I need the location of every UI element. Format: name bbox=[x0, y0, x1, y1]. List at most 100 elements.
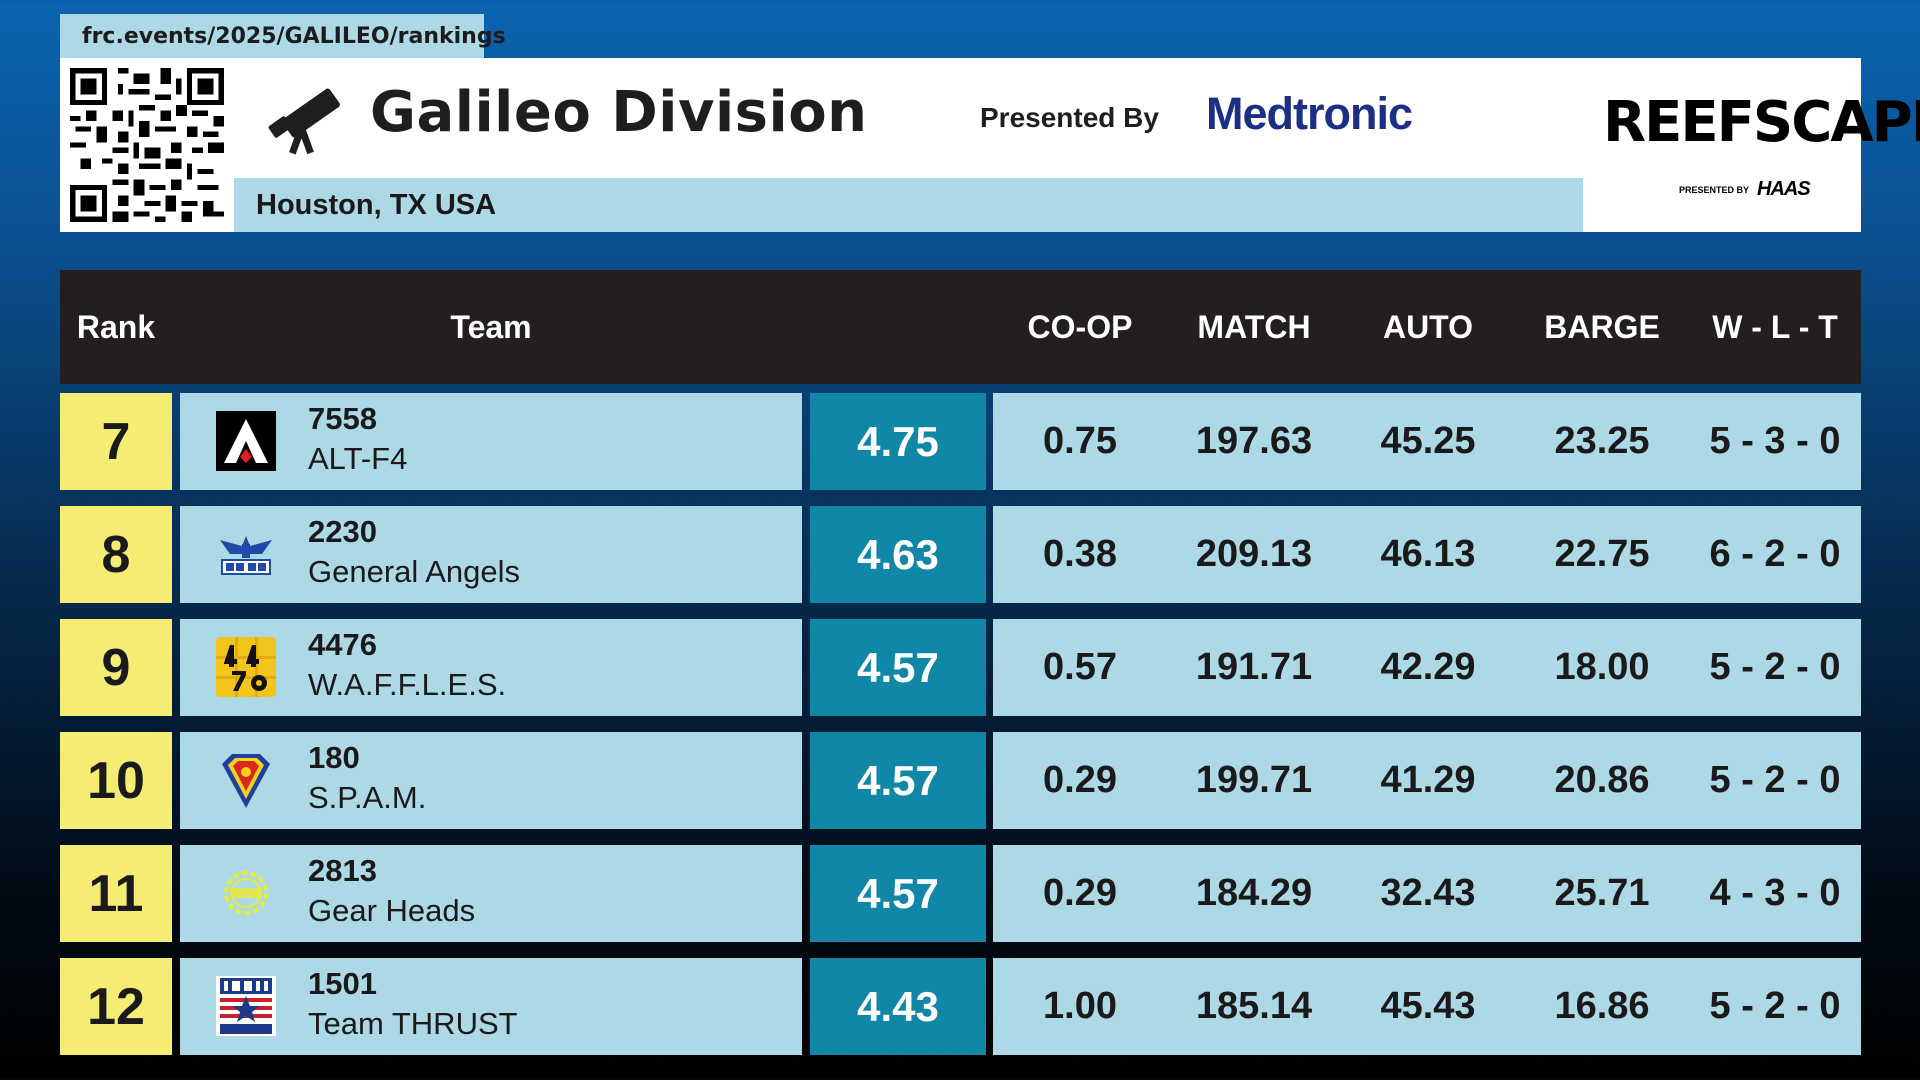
stats-cell: 0.29 184.29 32.43 25.71 4 - 3 - 0 bbox=[993, 845, 1861, 942]
rank-cell: 10 bbox=[60, 732, 172, 829]
table-row: 12 1501 Team THRUST 4.43 1.00 185.14 45.… bbox=[60, 958, 1861, 1055]
column-auto: AUTO bbox=[1382, 308, 1474, 345]
coop-value: 0.29 bbox=[1043, 872, 1117, 914]
spam-logo-icon bbox=[222, 754, 270, 808]
barge-value: 25.71 bbox=[1554, 872, 1650, 914]
team-number: 2813 bbox=[308, 853, 377, 888]
waffles-logo-icon bbox=[216, 637, 276, 697]
barge-value: 20.86 bbox=[1554, 759, 1650, 801]
thrust-logo-icon bbox=[216, 976, 276, 1036]
team-cell: 2813 Gear Heads bbox=[180, 845, 802, 942]
sponsor-logo: Medtronic bbox=[1206, 88, 1413, 139]
altf4-logo-icon bbox=[216, 411, 276, 471]
rank-cell: 11 bbox=[60, 845, 172, 942]
stats-cell: 0.38 209.13 46.13 22.75 6 - 2 - 0 bbox=[993, 506, 1861, 603]
team-name: S.P.A.M. bbox=[308, 780, 427, 815]
game-name: REEFSCAPE bbox=[1603, 90, 1920, 155]
haas-logo: HAAS bbox=[1757, 178, 1811, 200]
team-number: 4476 bbox=[308, 627, 377, 662]
barge-value: 18.00 bbox=[1554, 646, 1650, 688]
team-name: Gear Heads bbox=[308, 893, 476, 928]
auto-value: 45.43 bbox=[1380, 985, 1476, 1027]
team-name: General Angels bbox=[308, 554, 520, 589]
column-barge: BARGE bbox=[1544, 308, 1660, 345]
general-angels-logo-icon bbox=[220, 536, 272, 575]
table-row: 9 4476 W.A.F.F.L.E.S. 4.57 0.57 191.71 4… bbox=[60, 619, 1861, 716]
stats-cell: 0.29 199.71 41.29 20.86 5 - 2 - 0 bbox=[993, 732, 1861, 829]
barge-value: 16.86 bbox=[1554, 985, 1650, 1027]
match-value: 199.71 bbox=[1195, 759, 1313, 801]
rankings-table-header: Rank Team CO-OP MATCH AUTO BARGE W - L -… bbox=[60, 270, 1861, 384]
wlt-value: 5 - 2 - 0 bbox=[1709, 985, 1841, 1027]
table-row: 10 180 S.P.A.M. 4.57 0.29 199.71 41.29 2… bbox=[60, 732, 1861, 829]
table-row: 11 2813 Gear Heads 4.57 0.29 184.29 32.4… bbox=[60, 845, 1861, 942]
coop-value: 0.29 bbox=[1043, 759, 1117, 801]
wlt-value: 5 - 2 - 0 bbox=[1709, 646, 1841, 688]
match-value: 191.71 bbox=[1195, 646, 1313, 688]
team-name: ALT-F4 bbox=[308, 441, 408, 476]
team-number: 2230 bbox=[308, 514, 377, 549]
division-header: Galileo Division Presented By Medtronic … bbox=[60, 58, 1920, 232]
match-value: 184.29 bbox=[1195, 872, 1313, 914]
rank-cell: 12 bbox=[60, 958, 172, 1055]
barge-value: 23.25 bbox=[1554, 420, 1650, 462]
team-name: Team THRUST bbox=[308, 1006, 518, 1041]
game-presented-by: PRESENTED BY HAAS bbox=[1679, 178, 1811, 201]
match-value: 209.13 bbox=[1195, 533, 1313, 575]
column-team: Team bbox=[450, 308, 532, 345]
coop-value: 0.57 bbox=[1043, 646, 1117, 688]
auto-value: 41.29 bbox=[1380, 759, 1476, 801]
rank-cell: 8 bbox=[60, 506, 172, 603]
ranking-score-cell: 4.43 bbox=[810, 958, 986, 1055]
event-url-tab: frc.events/2025/GALILEO/rankings bbox=[60, 14, 506, 59]
table-row: 8 2230 General Angels 4.63 0.38 209.13 4… bbox=[60, 506, 1861, 603]
team-cell: 7558 ALT-F4 bbox=[180, 393, 802, 490]
wlt-value: 6 - 2 - 0 bbox=[1709, 533, 1841, 575]
coop-value: 0.75 bbox=[1043, 420, 1117, 462]
table-row: 7 7558 ALT-F4 4.75 0.75 197.63 45.25 23.… bbox=[60, 393, 1861, 490]
qr-code-icon bbox=[60, 58, 234, 232]
column-match: MATCH bbox=[1197, 308, 1311, 345]
team-cell: 1501 Team THRUST bbox=[180, 958, 802, 1055]
barge-value: 22.75 bbox=[1554, 533, 1650, 575]
wlt-value: 5 - 2 - 0 bbox=[1709, 759, 1841, 801]
game-presented-by-label: PRESENTED BY bbox=[1679, 184, 1750, 195]
ranking-score-cell: 4.57 bbox=[810, 845, 986, 942]
column-coop: CO-OP bbox=[1027, 308, 1133, 345]
stats-cell: 0.57 191.71 42.29 18.00 5 - 2 - 0 bbox=[993, 619, 1861, 716]
ranking-score-cell: 4.75 bbox=[810, 393, 986, 490]
column-wlt: W - L - T bbox=[1712, 308, 1838, 345]
ranking-score-cell: 4.57 bbox=[810, 732, 986, 829]
wlt-value: 4 - 3 - 0 bbox=[1709, 872, 1841, 914]
gear-heads-logo-icon bbox=[224, 871, 268, 915]
stats-cell: 0.75 197.63 45.25 23.25 5 - 3 - 0 bbox=[993, 393, 1861, 490]
team-number: 7558 bbox=[308, 401, 377, 436]
match-value: 185.14 bbox=[1195, 985, 1313, 1027]
coop-value: 0.38 bbox=[1043, 533, 1117, 575]
auto-value: 46.13 bbox=[1380, 533, 1476, 575]
stats-cell: 1.00 185.14 45.43 16.86 5 - 2 - 0 bbox=[993, 958, 1861, 1055]
division-title: Galileo Division bbox=[370, 80, 868, 145]
rank-cell: 7 bbox=[60, 393, 172, 490]
team-cell: 180 S.P.A.M. bbox=[180, 732, 802, 829]
column-rank: Rank bbox=[76, 308, 156, 345]
team-cell: 2230 General Angels bbox=[180, 506, 802, 603]
auto-value: 42.29 bbox=[1380, 646, 1476, 688]
ranking-score-cell: 4.63 bbox=[810, 506, 986, 603]
game-logo: REEFSCAPE PRESENTED BY HAAS bbox=[1583, 58, 1920, 232]
auto-value: 32.43 bbox=[1380, 872, 1476, 914]
ranking-score-cell: 4.57 bbox=[810, 619, 986, 716]
team-number: 1501 bbox=[308, 966, 377, 1001]
auto-value: 45.25 bbox=[1380, 420, 1476, 462]
coop-value: 1.00 bbox=[1043, 985, 1117, 1027]
event-location: Houston, TX USA bbox=[234, 178, 1583, 232]
team-name: W.A.F.F.L.E.S. bbox=[308, 667, 507, 702]
wlt-value: 5 - 3 - 0 bbox=[1709, 420, 1841, 462]
telescope-icon bbox=[268, 88, 340, 155]
title-band: Galileo Division Presented By Medtronic bbox=[234, 58, 1583, 178]
team-cell: 4476 W.A.F.F.L.E.S. bbox=[180, 619, 802, 716]
presented-by-label: Presented By bbox=[980, 102, 1159, 133]
rank-cell: 9 bbox=[60, 619, 172, 716]
match-value: 197.63 bbox=[1195, 420, 1313, 462]
team-number: 180 bbox=[308, 740, 360, 775]
